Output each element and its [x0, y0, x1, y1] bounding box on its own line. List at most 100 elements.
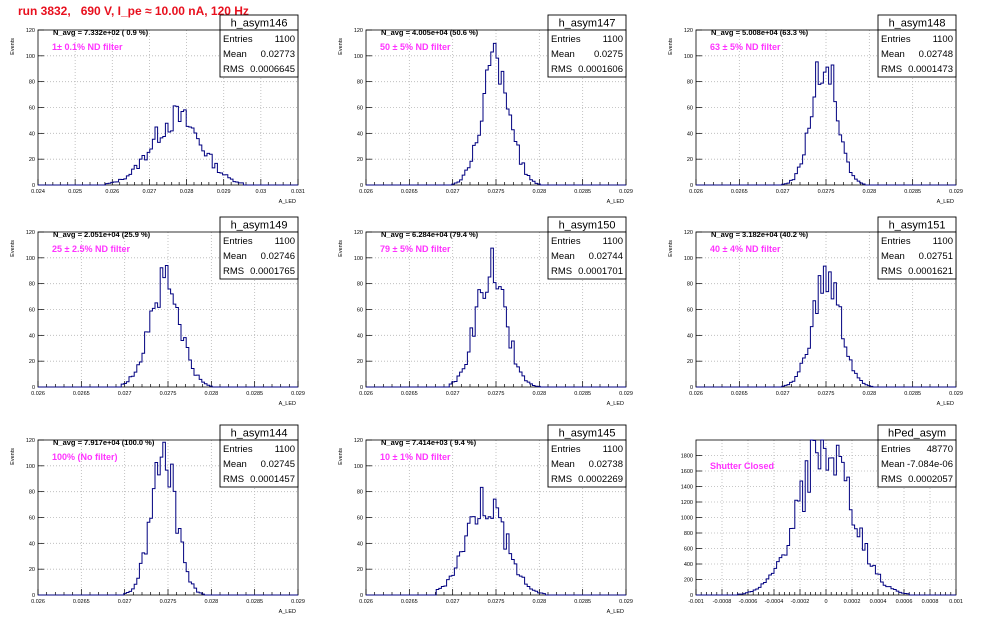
x-tick-label: 0.029: [619, 189, 633, 195]
x-tick-label: 0.024: [31, 189, 45, 195]
filter-annotation: 63 ± 5% ND filter: [710, 42, 781, 52]
x-tick-label: 0.029: [619, 391, 633, 397]
y-tick-label: 100: [354, 464, 363, 470]
histogram-name: h_asym149: [231, 220, 288, 232]
y-tick-label: 0: [32, 385, 35, 391]
stat-value: 0.0001457: [250, 474, 295, 485]
y-tick-label: 40: [29, 541, 35, 547]
y-tick-label: 40: [357, 131, 363, 137]
y-tick-label: 120: [26, 28, 35, 34]
x-tick-label: 0.0275: [160, 391, 177, 397]
x-tick-label: 0.029: [217, 189, 231, 195]
y-tick-label: 20: [29, 157, 35, 163]
x-tick-label: 0.0285: [574, 391, 591, 397]
x-tick-label: 0.0275: [488, 391, 505, 397]
y-tick-label: 100: [684, 256, 693, 262]
y-tick-label: 1400: [681, 485, 693, 491]
y-tick-label: 60: [357, 308, 363, 314]
filter-annotation: 100% (No filter): [52, 452, 118, 462]
y-tick-label: 80: [29, 80, 35, 86]
x-tick-label: 0.0285: [904, 189, 921, 195]
y-tick-label: 100: [354, 54, 363, 60]
y-tick-label: 1800: [681, 454, 693, 460]
stat-label: RMS: [223, 64, 244, 75]
stat-label: Mean: [881, 49, 905, 60]
y-axis-title: Events: [338, 448, 344, 465]
x-tick-label: 0.026: [359, 189, 373, 195]
y-tick-label: 100: [684, 54, 693, 60]
x-tick-label: 0.0285: [246, 391, 263, 397]
x-tick-label: 0.0002: [844, 599, 861, 605]
stat-value: -7.084e-06: [907, 459, 953, 470]
x-tick-label: -0.0008: [713, 599, 732, 605]
stat-value: 0.0006645: [250, 64, 295, 75]
histogram-series: [696, 439, 956, 596]
filter-annotation: 1± 0.1% ND filter: [52, 42, 123, 52]
filter-annotation: 25 ± 2.5% ND filter: [52, 244, 130, 254]
x-axis-title: A_LED: [937, 199, 954, 205]
stat-value: 0.0002057: [908, 474, 953, 485]
x-tick-label: 0.0285: [246, 599, 263, 605]
y-axis-title: Events: [10, 38, 16, 55]
navg-annotation: N_avg = 2.051e+04 (25.9 %): [53, 230, 151, 239]
y-tick-label: 120: [354, 230, 363, 236]
x-tick-label: 0.027: [118, 391, 132, 397]
stat-value: 1100: [603, 444, 623, 455]
x-tick-label: 0.026: [105, 189, 119, 195]
y-tick-label: 120: [26, 230, 35, 236]
stats-box: [219, 439, 299, 488]
stat-value: 1100: [275, 34, 295, 45]
stat-label: Entries: [881, 34, 911, 45]
y-tick-label: 120: [26, 438, 35, 444]
x-tick-label: 0.027: [446, 599, 460, 605]
y-tick-label: 40: [687, 131, 693, 137]
y-tick-label: 80: [357, 80, 363, 86]
x-tick-label: 0.029: [949, 189, 963, 195]
histogram-series: [38, 441, 298, 596]
chart-panel-h_asym151: 0.026 0.0265 0.027 0.0275 0.028 0.0285 0.029 0 2…: [668, 216, 963, 407]
histogram-name: h_asym148: [889, 18, 946, 30]
stat-value: 48770: [927, 444, 953, 455]
stat-label: Mean: [223, 251, 247, 262]
y-tick-label: 0: [360, 183, 363, 189]
stats-box: [547, 29, 627, 78]
stat-value: 1100: [603, 236, 623, 247]
stats-box: [877, 439, 957, 488]
navg-annotation: N_avg = 7.414e+03 ( 9.4 %): [381, 438, 477, 447]
filter-annotation: 79 ± 5% ND filter: [380, 244, 451, 254]
y-tick-label: 0: [690, 385, 693, 391]
x-tick-label: 0.026: [689, 391, 703, 397]
x-tick-label: 0.028: [204, 599, 218, 605]
y-tick-label: 40: [29, 131, 35, 137]
y-tick-label: 120: [354, 438, 363, 444]
chart-panel-h_asym149: 0.026 0.0265 0.027 0.0275 0.028 0.0285 0.029 0 2…: [10, 216, 305, 407]
x-axis-title: A_LED: [937, 401, 954, 407]
y-tick-label: 1200: [681, 500, 693, 506]
y-axis-title: Events: [668, 38, 674, 55]
stat-label: Entries: [551, 34, 581, 45]
stat-label: RMS: [881, 64, 902, 75]
y-tick-label: 20: [357, 359, 363, 365]
chart-panel-h_asym146: 0.024 0.025 0.026 0.027 0.028 0.029 0.03 0.031 0…: [10, 14, 305, 205]
chart-panel-h_asym144: 0.026 0.0265 0.027 0.0275 0.028 0.0285 0.029 0 2…: [10, 424, 305, 615]
x-axis-title: A_LED: [607, 199, 624, 205]
chart-panel-h_asym148: 0.026 0.0265 0.027 0.0275 0.028 0.0285 0.029 0 2…: [668, 14, 963, 205]
x-axis-title: A_LED: [607, 609, 624, 615]
y-tick-label: 800: [684, 531, 693, 537]
histogram-name: h_asym144: [231, 428, 288, 440]
x-tick-label: 0.028: [862, 189, 876, 195]
x-tick-label: 0.0275: [488, 599, 505, 605]
navg-annotation: N_avg = 4.005e+04 (50.6 %): [381, 28, 479, 37]
x-tick-label: 0.0285: [904, 391, 921, 397]
y-tick-label: 60: [687, 106, 693, 112]
x-tick-label: 0.029: [949, 391, 963, 397]
y-tick-label: 60: [29, 106, 35, 112]
stat-label: RMS: [551, 64, 572, 75]
x-tick-label: 0.028: [862, 391, 876, 397]
y-tick-label: 60: [29, 516, 35, 522]
y-tick-label: 20: [687, 359, 693, 365]
stat-label: Mean: [223, 459, 247, 470]
stat-value: 1100: [933, 34, 953, 45]
chart-panel-h_asym147: 0.026 0.0265 0.027 0.0275 0.028 0.0285 0.029 0 2…: [338, 14, 633, 205]
chart-panel-h_asym150: 0.026 0.0265 0.027 0.0275 0.028 0.0285 0.029 0 2…: [338, 216, 633, 407]
